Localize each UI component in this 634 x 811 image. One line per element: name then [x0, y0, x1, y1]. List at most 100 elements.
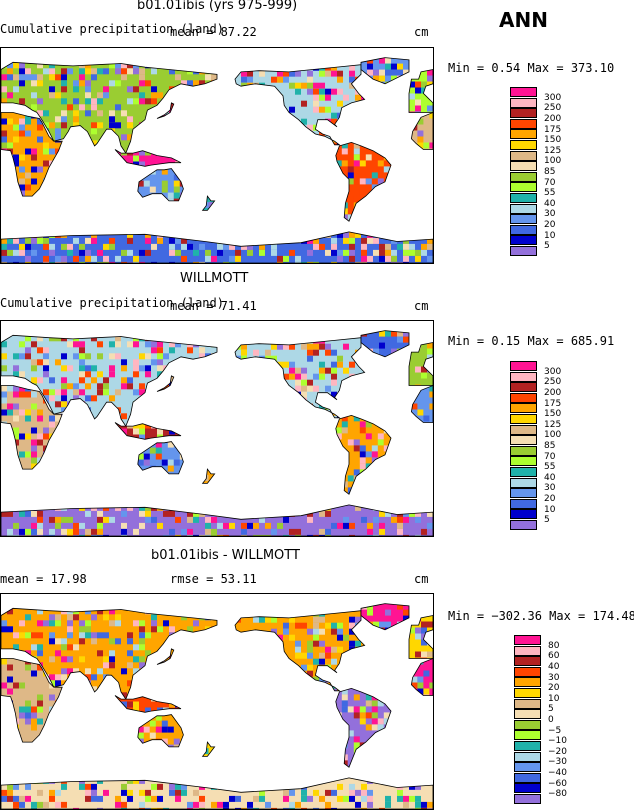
panel-3-minmax: Min = −302.36 Max = 174.48 [448, 609, 634, 623]
colorbar-label: 30 [544, 209, 556, 220]
colorbar-swatch [510, 382, 537, 393]
colorbar-swatch [510, 129, 537, 140]
colorbar-swatch [514, 645, 541, 656]
colorbar-label: 150 [544, 135, 562, 146]
panel-2-minmax: Min = 0.15 Max = 685.91 [448, 334, 615, 348]
panel-1-colorbar: 300 250 200 175 150 125 100 85 70 55 40 30 20 10 5 [510, 87, 570, 259]
panel-2-mean: mean = 71.41 [170, 299, 257, 313]
colorbar-swatch [510, 87, 537, 97]
colorbar-swatch [514, 783, 541, 794]
colorbar-label: −5 [548, 725, 562, 736]
season-label: ANN [499, 8, 548, 32]
colorbar-label: 85 [544, 441, 556, 452]
colorbar-label: −10 [548, 736, 567, 747]
colorbar-label: 85 [544, 167, 556, 178]
colorbar-swatch [514, 762, 541, 773]
panel-2-map [0, 320, 434, 537]
colorbar-swatch [514, 751, 541, 762]
colorbar-label: 5 [544, 241, 550, 252]
colorbar-label: 0 [548, 715, 554, 726]
coastline-newzealand [201, 195, 216, 211]
coastline-japan [156, 102, 175, 119]
colorbar-label: −40 [548, 768, 567, 779]
colorbar-label: 125 [544, 419, 562, 430]
coastline-southamerica [335, 141, 392, 222]
colorbar-label: −20 [548, 746, 567, 757]
colorbar-swatch [510, 108, 537, 119]
coastline-japan [156, 375, 175, 392]
coastline-greenland [360, 603, 410, 631]
colorbar-label: 200 [544, 388, 562, 399]
colorbar-swatch [510, 414, 537, 424]
land-texture-antarctica [1, 231, 433, 263]
colorbar-swatch [510, 118, 537, 129]
coastline-northamerica [234, 337, 366, 419]
colorbar-label: 5 [548, 704, 554, 715]
colorbar-swatch [510, 214, 537, 225]
colorbar-label: 100 [544, 430, 562, 441]
panel-1-title: b01.01ibis (yrs 975-999) [137, 0, 298, 13]
coastline-greenland [360, 330, 410, 358]
colorbar-label: 55 [544, 462, 556, 473]
colorbar-swatch [510, 445, 537, 456]
colorbar-label: 10 [544, 230, 556, 241]
coastline-indonesia [114, 695, 182, 713]
panel-1-minmax: Min = 0.54 Max = 373.10 [448, 61, 615, 75]
colorbar-label: 30 [548, 672, 560, 683]
coastline-australia [137, 168, 184, 202]
coastline-eurasia [1, 607, 218, 700]
colorbar-swatch [510, 224, 537, 235]
coastline-africa [1, 385, 63, 470]
colorbar-swatch [510, 392, 537, 403]
colorbar-label: −30 [548, 757, 567, 768]
panel-3-units: cm [414, 572, 429, 586]
coastline-africa [1, 658, 63, 743]
colorbar-swatch [510, 467, 537, 477]
colorbar-label: 250 [544, 103, 562, 114]
colorbar-label: 20 [544, 220, 556, 231]
coastline-indonesia [114, 149, 182, 167]
coastline-newzealand [201, 468, 216, 484]
colorbar-label: 10 [548, 693, 560, 704]
panel-3-title: b01.01ibis - WILLMOTT [151, 548, 300, 563]
colorbar-label: 175 [544, 398, 562, 409]
colorbar-swatch [514, 741, 541, 751]
colorbar-swatch [510, 477, 537, 488]
land-texture-newzealand [202, 475, 215, 484]
panel-1-variable-label: Cumulative precipitation (land) [0, 22, 224, 36]
colorbar-label: 40 [544, 472, 556, 483]
colorbar-swatch [510, 488, 537, 499]
colorbar-label: 5 [544, 515, 550, 526]
coastline-northamerica [234, 64, 366, 146]
colorbar-swatch [514, 772, 541, 783]
coastline-newzealand [201, 741, 216, 757]
colorbar-label: 20 [544, 494, 556, 505]
panel-3-colorbar: 80 60 40 30 20 10 5 0 −5 −10 −20 −30 −40 −60 −80 [514, 635, 574, 807]
colorbar-swatch [510, 456, 537, 467]
colorbar-label: 30 [544, 483, 556, 494]
colorbar-label: 250 [544, 377, 562, 388]
panel-1-map-svg [1, 57, 433, 263]
panel-2-title: WILLMOTT [180, 271, 249, 286]
colorbar-swatch [514, 698, 541, 709]
panel-3-mean: mean = 17.98 [0, 572, 87, 586]
coastline-africa [1, 112, 63, 197]
colorbar-swatch [510, 361, 537, 371]
colorbar-swatch [514, 666, 541, 677]
colorbar-swatch [510, 97, 537, 108]
colorbar-swatch [510, 371, 537, 382]
coastline-japan [156, 648, 175, 665]
colorbar-swatch [514, 730, 541, 741]
colorbar-label: 80 [548, 640, 560, 651]
colorbar-swatch [514, 677, 541, 688]
colorbar-label: 300 [544, 92, 562, 103]
colorbar-swatch [514, 635, 541, 645]
colorbar-label: 70 [544, 177, 556, 188]
colorbar-label: 40 [544, 198, 556, 209]
colorbar-swatch [510, 193, 537, 203]
colorbar-label: −60 [548, 778, 567, 789]
panel-3-map-svg [1, 603, 433, 809]
coastline-westafrica [410, 385, 433, 423]
colorbar-label: 150 [544, 409, 562, 420]
panel-3-rmse: rmse = 53.11 [170, 572, 257, 586]
